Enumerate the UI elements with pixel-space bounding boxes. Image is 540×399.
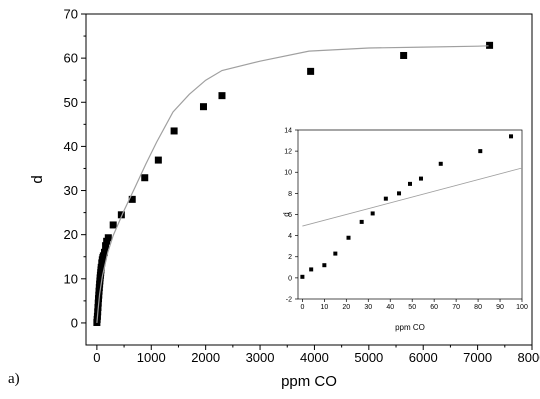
main-data-point bbox=[97, 263, 105, 271]
main-frame bbox=[85, 13, 533, 346]
main-data-point bbox=[109, 221, 117, 229]
main-data-point bbox=[141, 174, 149, 182]
main-x-axis-title: ppm CO bbox=[281, 373, 337, 390]
inset-y-tick-label: 4 bbox=[288, 233, 292, 240]
main-x-tick-label: 6000 bbox=[409, 350, 438, 365]
inset-fit-line bbox=[302, 167, 523, 227]
main-y-tick-label: 0 bbox=[71, 315, 78, 330]
main-y-tick-label: 40 bbox=[64, 139, 78, 154]
inset-data-point bbox=[309, 267, 314, 272]
main-data-point bbox=[104, 234, 112, 242]
main-data-point bbox=[218, 92, 226, 100]
inset-data-point bbox=[383, 196, 388, 201]
main-data-point bbox=[128, 195, 136, 203]
inset-x-tick-label: 0 bbox=[300, 304, 304, 311]
main-data-point bbox=[95, 295, 103, 303]
main-x-tick-label: 1000 bbox=[137, 350, 166, 365]
inset-data-point bbox=[408, 181, 412, 186]
inset-data-point bbox=[322, 263, 327, 268]
main-data-point bbox=[117, 211, 125, 219]
inset-y-tick-label: 10 bbox=[284, 170, 292, 177]
main-y-tick-label: 50 bbox=[64, 95, 78, 110]
main-x-tick-label: 3000 bbox=[246, 350, 275, 365]
inset-data-point bbox=[397, 191, 402, 196]
inset-x-tick-label: 20 bbox=[342, 304, 350, 311]
main-y-tick-label: 10 bbox=[64, 271, 78, 286]
inset-data-point bbox=[346, 235, 351, 240]
inset-chart: 0 10 20 30 40 50 60 70 80 90 100 -2 0 2 4 6 8 10 12 14 ppm C… bbox=[282, 124, 528, 338]
main-data-point bbox=[400, 51, 408, 59]
main-data-point bbox=[486, 41, 494, 49]
main-x-tick-label: 0 bbox=[93, 350, 100, 365]
inset-y-tick-label: 14 bbox=[284, 127, 292, 134]
main-data-point bbox=[199, 103, 207, 111]
main-x-tick-label: 2000 bbox=[191, 350, 220, 365]
main-data-point bbox=[100, 248, 108, 256]
inset-x-tick-label: 40 bbox=[386, 304, 394, 311]
main-data-point bbox=[154, 156, 162, 164]
main-data-point bbox=[95, 284, 103, 292]
inset-data-point bbox=[509, 134, 514, 139]
main-fit-line bbox=[96, 45, 489, 323]
main-y-tick-label: 30 bbox=[64, 183, 78, 198]
inset-data-point bbox=[359, 219, 364, 224]
inset-x-tick-label: 60 bbox=[430, 304, 438, 311]
main-chart: 0100020003000400050006000700080000102030… bbox=[29, 7, 540, 390]
inset-data-point bbox=[333, 251, 338, 256]
main-y-tick-label: 70 bbox=[64, 7, 78, 22]
inset-y-tick-label: 8 bbox=[288, 191, 292, 198]
inset-x-tick-label: 70 bbox=[452, 304, 460, 311]
main-data-point bbox=[95, 287, 103, 295]
main-y-tick-label: 20 bbox=[64, 227, 78, 242]
inset-y-tick-label: 2 bbox=[288, 254, 292, 261]
inset-background bbox=[284, 124, 528, 338]
main-data-point bbox=[102, 242, 110, 250]
inset-x-tick-label: 10 bbox=[320, 304, 328, 311]
main-data-point bbox=[95, 291, 103, 299]
main-x-tick-label: 5000 bbox=[354, 350, 383, 365]
inset-x-tick-label: 90 bbox=[496, 304, 504, 311]
inset-x-tick-label: 50 bbox=[408, 304, 416, 311]
panel-label: a) bbox=[8, 371, 20, 387]
inset-y-tick-label: 12 bbox=[284, 149, 292, 156]
inset-y-tick-label: 6 bbox=[288, 212, 292, 219]
inset-data-point bbox=[438, 161, 443, 166]
inset-y-tick-label: 0 bbox=[288, 275, 292, 282]
main-data-point bbox=[99, 252, 107, 260]
main-data-point bbox=[103, 237, 111, 245]
inset-data-point bbox=[478, 149, 483, 154]
inset-data-point bbox=[418, 176, 423, 181]
inset-x-tick-label: 100 bbox=[516, 304, 528, 311]
main-x-tick-label: 7000 bbox=[463, 350, 492, 365]
main-y-axis-title: d bbox=[29, 175, 46, 183]
main-y-tick-label: 60 bbox=[64, 51, 78, 66]
main-data-point bbox=[307, 67, 315, 75]
inset-data-point bbox=[370, 211, 375, 216]
inset-data-point bbox=[300, 274, 305, 279]
inset-y-tick-label: -2 bbox=[286, 296, 292, 303]
inset-x-tick-label: 30 bbox=[364, 304, 372, 311]
main-x-tick-label: 4000 bbox=[300, 350, 329, 365]
main-data-point bbox=[170, 127, 178, 135]
inset-x-axis-title: ppm CO bbox=[395, 323, 425, 332]
inset-x-tick-label: 80 bbox=[474, 304, 482, 311]
inset-y-axis-title: d bbox=[282, 212, 291, 216]
